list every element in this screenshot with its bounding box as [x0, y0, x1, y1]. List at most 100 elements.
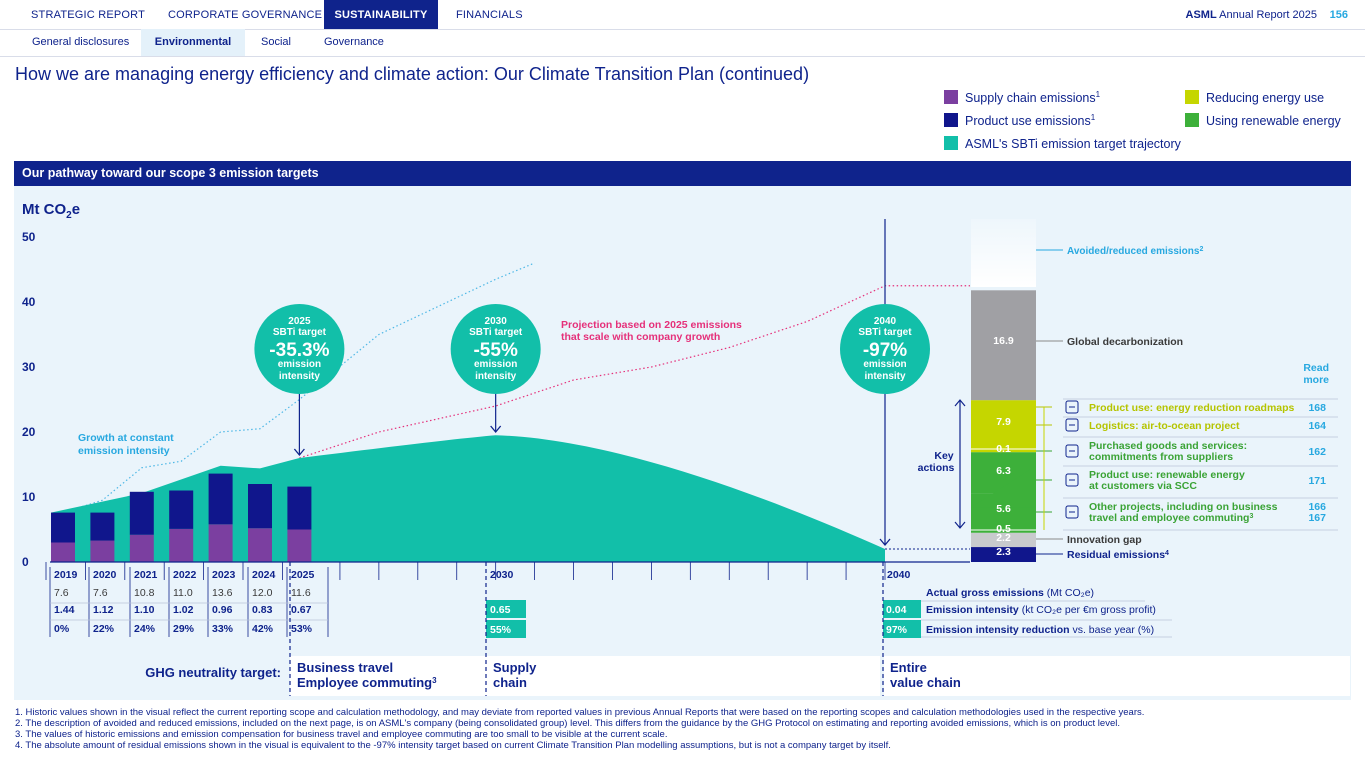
table-year: 2025	[291, 569, 315, 581]
y-tick-label: 10	[22, 490, 36, 504]
stack-label: 2.3	[996, 546, 1011, 558]
bar-supply-chain	[169, 528, 194, 562]
top-navigation: STRATEGIC REPORT CORPORATE GOVERNANCE SU…	[0, 0, 1365, 30]
footnote-4: 4. The absolute amount of residual emiss…	[15, 740, 891, 751]
panel-title: Our pathway toward our scope 3 emission …	[22, 166, 319, 180]
sub-navigation: General disclosures Environmental Social…	[0, 29, 1365, 57]
innovation-gap-label: Innovation gap	[1067, 534, 1142, 546]
table-year: 2020	[93, 569, 117, 581]
target-sub: intensity	[279, 371, 321, 382]
tab-strategic-report[interactable]: STRATEGIC REPORT	[31, 9, 146, 21]
action-page-ref: 162	[1308, 446, 1326, 458]
bar-supply-chain	[51, 542, 75, 562]
table-gross-value: 13.6	[212, 587, 233, 599]
tab-financials[interactable]: FINANCIALS	[456, 9, 523, 21]
bar-product-use	[287, 486, 312, 530]
bar-supply-chain	[248, 528, 272, 562]
stack-label: 16.9	[993, 335, 1014, 347]
target-2040-intensity: 0.04	[886, 604, 907, 616]
target-circle-2040	[840, 304, 930, 394]
ghg-item: chain	[493, 675, 527, 690]
target-label: SBTi target	[273, 327, 327, 338]
ghg-item: Entire	[890, 660, 927, 675]
report-brand: ASML Annual Report 2025	[1186, 0, 1317, 31]
stack-segment	[971, 290, 1036, 401]
legend-sbti-trajectory: ASML's SBTi emission target trajectory	[944, 136, 1181, 151]
table-row-label: Emission intensity (kt CO₂e per €m gross…	[926, 604, 1156, 616]
target-2040-intensity-box	[883, 600, 921, 618]
target-sub: emission	[278, 359, 321, 370]
legend-label: Reducing energy use	[1206, 91, 1325, 105]
ship-icon	[1065, 418, 1079, 432]
projection-annotation: Projection based on 2025 emissions	[561, 319, 742, 331]
table-gross-value: 11.0	[173, 587, 193, 599]
tab-corporate-governance[interactable]: CORPORATE GOVERNANCE	[168, 9, 323, 21]
action-text: Product use: energy reduction roadmaps	[1089, 402, 1295, 414]
target-2030-reduction-box	[486, 620, 526, 638]
footnote-2: 2. The description of avoided and reduce…	[15, 718, 1120, 729]
ghg-item: value chain	[890, 675, 961, 690]
legend-swatch-renewable	[1185, 113, 1199, 127]
stack-label: 0.5	[996, 523, 1011, 535]
target-year: 2025	[288, 316, 311, 327]
target-value: -35.3%	[269, 340, 329, 361]
legend-sup: 1	[1090, 113, 1096, 122]
bar-product-use	[208, 473, 233, 525]
bar-product-use	[129, 491, 154, 535]
chip-icon	[1065, 473, 1079, 487]
y-tick-label: 30	[22, 360, 36, 374]
target-arrow-head	[293, 448, 305, 457]
subtab-environmental[interactable]: Environmental	[141, 29, 245, 56]
chart-panel	[14, 186, 1351, 700]
avoided-emissions-area	[971, 219, 1036, 287]
table-gross-value: 10.8	[134, 587, 155, 599]
table-reduction-value: 29%	[173, 623, 195, 635]
legend-label: ASML's SBTi emission target trajectory	[965, 137, 1181, 151]
chip-icon	[1065, 400, 1079, 414]
target-sub: intensity	[864, 371, 906, 382]
target-sub: emission	[863, 359, 906, 370]
target-arrow-head	[879, 538, 891, 547]
bracket-arrow-top	[954, 399, 966, 407]
legend-sup: 1	[1095, 90, 1101, 99]
growth-annotation: Growth at constant	[78, 432, 174, 444]
table-row-label: Actual gross emissions (Mt CO₂e)	[926, 587, 1094, 599]
stack-segment	[971, 451, 1036, 453]
target-circle-2025	[254, 304, 345, 394]
legend-label: Product use emissions	[965, 114, 1091, 129]
table-intensity-value: 1.12	[93, 604, 114, 616]
stack-label: 6.3	[996, 465, 1011, 477]
stack-segment	[971, 400, 1036, 452]
table-reduction-value: 0%	[54, 623, 70, 635]
tab-sustainability[interactable]: SUSTAINABILITY	[324, 0, 438, 29]
table-intensity-value: 0.67	[291, 604, 312, 616]
page-number: 156	[1329, 9, 1348, 21]
subtab-social[interactable]: Social	[261, 36, 291, 48]
table-intensity-value: 1.02	[173, 604, 194, 616]
legend-reducing-energy: Reducing energy use	[1185, 90, 1324, 105]
legend-swatch-reducing	[1185, 90, 1199, 104]
subtab-general-disclosures[interactable]: General disclosures	[32, 36, 130, 48]
bar-supply-chain	[287, 529, 312, 562]
target-value: -55%	[473, 340, 517, 361]
table-year: 2022	[173, 569, 197, 581]
ghg-band	[884, 656, 1350, 696]
legend-label: Using renewable energy	[1206, 114, 1341, 128]
target-arrow-head	[490, 425, 502, 434]
stack-segment	[971, 529, 1036, 533]
subtab-governance[interactable]: Governance	[324, 36, 384, 48]
projection-line	[299, 285, 970, 459]
target-label: SBTi target	[858, 327, 912, 338]
avoided-label: Avoided/reduced emissions2	[1067, 246, 1203, 257]
bar-product-use	[51, 512, 75, 543]
target-value: -97%	[863, 340, 907, 361]
growth-line	[62, 262, 535, 514]
page-title: How we are managing energy efficiency an…	[15, 64, 810, 84]
y-tick-label: 40	[22, 295, 36, 309]
projection-annotation: that scale with company growth	[561, 331, 720, 343]
table-intensity-value: 0.83	[252, 604, 273, 616]
y-tick-label: 20	[22, 425, 36, 439]
table-year: 2021	[134, 569, 158, 581]
growth-annotation: emission intensity	[78, 445, 170, 457]
ghg-item: Supply	[493, 660, 537, 675]
